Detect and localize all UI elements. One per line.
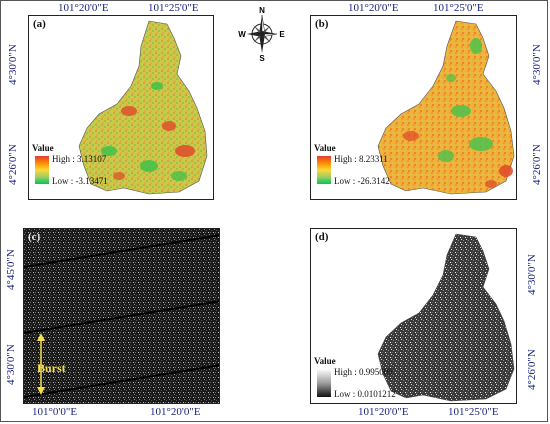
panel-b: (b) Value High : 8.23311 Low : -26.3142 <box>310 15 517 200</box>
legend-b: Value High : 8.23311 Low : -26.3142 <box>314 143 390 186</box>
panel-d: (d) Value High : 0.995009 Low : 0.010121… <box>310 228 517 404</box>
panel-d-label: (d) <box>315 231 329 243</box>
legend-b-title: Value <box>314 143 336 153</box>
legend-d-title: Value <box>314 356 336 366</box>
burst-boundary-1 <box>24 234 219 268</box>
d-x-tick-2: 101°25'0"E <box>448 406 499 418</box>
burst-arrow-up-icon <box>37 333 45 341</box>
basin-shape-d <box>377 233 515 402</box>
panel-c-label: (c) <box>28 231 41 243</box>
panel-b-label: (b) <box>315 18 329 30</box>
legend-a-low: Low : -3.13471 <box>52 176 108 186</box>
b-y-tick-1: 4°30'0"N <box>531 44 543 85</box>
compass-s: S <box>259 54 265 62</box>
a-x-tick-2: 101°25'0"E <box>148 2 199 14</box>
d-y-tick-2: 4°26'0"N <box>526 349 538 390</box>
legend-a-ramp <box>35 156 49 184</box>
burst-arrow-down-icon <box>37 387 45 395</box>
c-y-tick-2: 4°30'0"N <box>5 344 17 385</box>
b-y-tick-2: 4°26'0"N <box>531 144 543 185</box>
a-x-tick-1: 101°20'0"E <box>58 2 109 14</box>
c-x-tick-1: 101°0'0"E <box>32 406 78 418</box>
c-y-tick-1: 4°45'0"N <box>5 249 17 290</box>
legend-d: Value High : 0.995009 Low : 0.0101212 <box>314 356 396 399</box>
b-x-tick-2: 101°25'0"E <box>433 2 484 14</box>
d-x-tick-1: 101°20'0"E <box>358 406 409 418</box>
burst-boundary-3 <box>24 364 219 398</box>
a-y-tick-2: 4°26'0"N <box>7 144 19 185</box>
legend-d-low: Low : 0.0101212 <box>334 389 396 399</box>
burst-boundary-2 <box>24 300 219 334</box>
compass-n: N <box>259 6 265 15</box>
a-y-tick-1: 4°30'0"N <box>7 44 19 85</box>
legend-b-high: High : 8.23311 <box>334 154 388 164</box>
legend-a-title: Value <box>32 143 54 153</box>
basin-shape-b <box>377 20 515 195</box>
compass-w: W <box>238 30 246 39</box>
panel-c: (c) Burst <box>23 228 220 404</box>
burst-label: Burst <box>37 361 66 375</box>
legend-b-ramp <box>317 156 331 184</box>
c-x-tick-2: 101°20'0"E <box>150 406 201 418</box>
panel-a: (a) Value High : 3.13107 Low : -3.13471 <box>28 15 214 200</box>
b-x-tick-1: 101°20'0"E <box>348 2 399 14</box>
compass-e: E <box>279 30 285 39</box>
panel-a-label: (a) <box>33 18 46 30</box>
legend-a-high: High : 3.13107 <box>52 154 107 164</box>
legend-d-high: High : 0.995009 <box>334 367 393 377</box>
compass-rose-icon: N S W E <box>238 4 286 63</box>
legend-b-low: Low : -26.3142 <box>334 176 390 186</box>
d-y-tick-1: 4°30'0"N <box>526 254 538 295</box>
legend-a: Value High : 3.13107 Low : -3.13471 <box>32 143 108 186</box>
legend-d-ramp <box>317 369 331 397</box>
